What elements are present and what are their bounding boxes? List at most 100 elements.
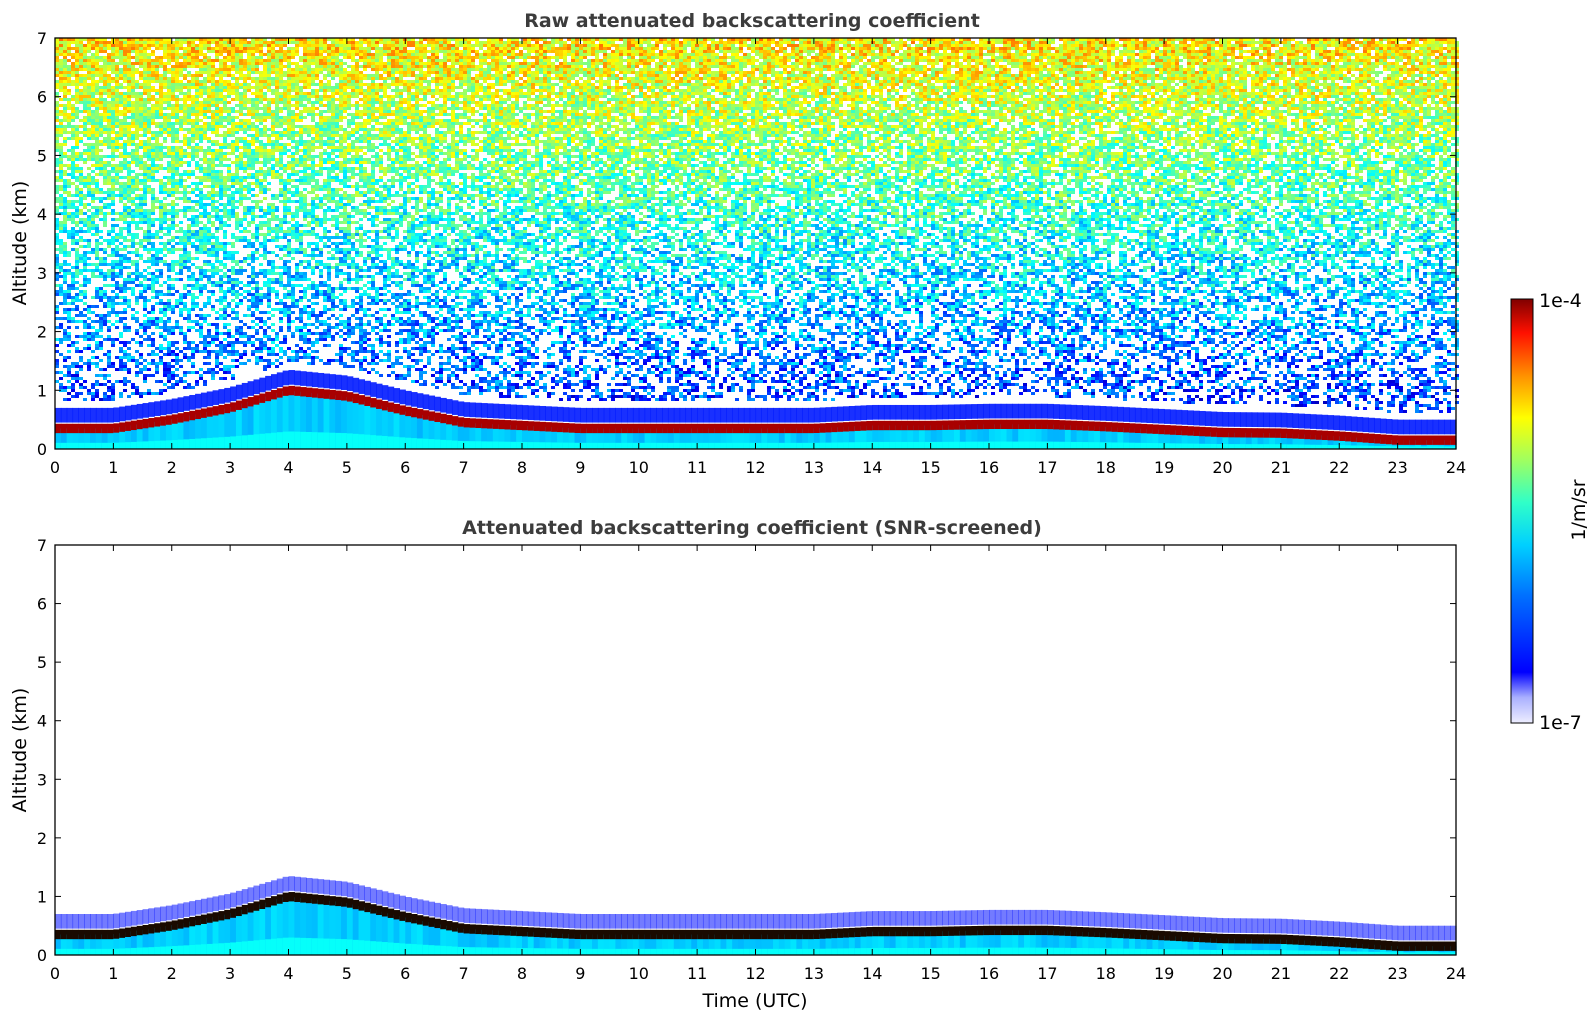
backscatter-cell [159,74,163,77]
backscatter-cell [127,50,131,53]
backscatter-cell [211,38,215,41]
backscatter-cell [1203,74,1207,77]
backscatter-cell [787,65,791,68]
backscatter-cell [1031,71,1035,74]
backscatter-cell [1075,83,1079,86]
backscatter-cell [107,41,111,44]
backscatter-cell [335,62,339,65]
backscatter-cell [935,59,939,62]
backscatter-cell [291,62,295,65]
backscatter-cell [1371,44,1375,47]
backscatter-cell [1087,83,1091,86]
backscatter-cell [463,53,467,56]
backscatter-cell [1195,77,1199,80]
backscatter-cell [715,62,719,65]
backscatter-cell [95,47,99,50]
backscatter-cell [987,83,991,86]
backscatter-cell [243,83,247,86]
backscatter-cell [1047,38,1051,41]
backscatter-cell [603,62,607,65]
backscatter-cell [599,59,603,62]
backscatter-cell [1003,77,1007,80]
backscatter-cell [147,77,151,80]
backscatter-cell [63,53,67,56]
backscatter-cell [1059,77,1063,80]
backscatter-cell [183,62,187,65]
backscatter-cell [1011,47,1015,50]
backscatter-cell [663,77,667,80]
backscatter-cell [175,38,179,41]
backscatter-cell [539,44,543,47]
backscatter-cell [875,44,879,47]
backscatter-cell [323,41,327,44]
backscatter-cell [1203,44,1207,47]
backscatter-cell [1091,56,1095,59]
backscatter-cell [751,47,755,50]
backscatter-cell [955,74,959,77]
backscatter-cell [1227,65,1231,68]
backscatter-cell [1451,38,1455,41]
backscatter-cell [695,80,699,83]
backscatter-cell [875,38,879,41]
backscatter-cell [575,50,579,53]
backscatter-cell [63,41,67,44]
backscatter-cell [739,56,743,59]
backscatter-cell [199,65,203,68]
backscatter-cell [1123,53,1127,56]
backscatter-cell [567,77,571,80]
backscatter-cell [299,41,303,44]
backscatter-cell [75,65,79,68]
backscatter-cell [507,62,511,65]
backscatter-cell [1131,62,1135,65]
backscatter-cell [123,74,127,77]
backscatter-cell [1443,38,1447,41]
backscatter-cell [407,38,411,41]
backscatter-cell [251,77,255,80]
backscatter-cell [1175,71,1179,74]
backscatter-cell [275,56,279,59]
backscatter-cell [227,83,231,86]
backscatter-cell [255,41,259,44]
backscatter-cell [783,83,787,86]
backscatter-cell [191,44,195,47]
backscatter-cell [1367,68,1371,71]
backscatter-cell [63,59,67,62]
backscatter-cell [1275,50,1279,53]
backscatter-cell [127,59,131,62]
backscatter-cell [243,80,247,83]
backscatter-cell [459,65,463,68]
backscatter-cell [527,62,531,65]
backscatter-cell [271,50,275,53]
backscatter-cell [87,71,91,74]
backscatter-cell [227,50,231,53]
backscatter-cell [1079,38,1083,41]
backscatter-cell [643,65,647,68]
backscatter-cell [1303,68,1307,71]
backscatter-cell [1239,38,1243,41]
backscatter-cell [1039,62,1043,65]
backscatter-cell [759,38,763,41]
backscatter-cell [159,83,163,86]
backscatter-cell [139,83,143,86]
backscatter-cell [571,77,575,80]
backscatter-cell [263,65,267,68]
backscatter-cell [355,41,359,44]
backscatter-cell [1103,65,1107,68]
backscatter-cell [811,47,815,50]
backscatter-cell [1291,83,1295,86]
backscatter-cell [247,62,251,65]
backscatter-cell [915,71,919,74]
backscatter-cell [1167,53,1171,56]
backscatter-cell [683,74,687,77]
backscatter-cell [979,62,983,65]
backscatter-cell [579,44,583,47]
backscatter-cell [1143,56,1147,59]
backscatter-cell [1319,56,1323,59]
backscatter-cell [1067,80,1071,83]
backscatter-cell [195,50,199,53]
backscatter-cell [1387,68,1391,71]
backscatter-cell [207,59,211,62]
backscatter-cell [1179,77,1183,80]
backscatter-cell [1403,68,1407,71]
backscatter-cell [631,56,635,59]
